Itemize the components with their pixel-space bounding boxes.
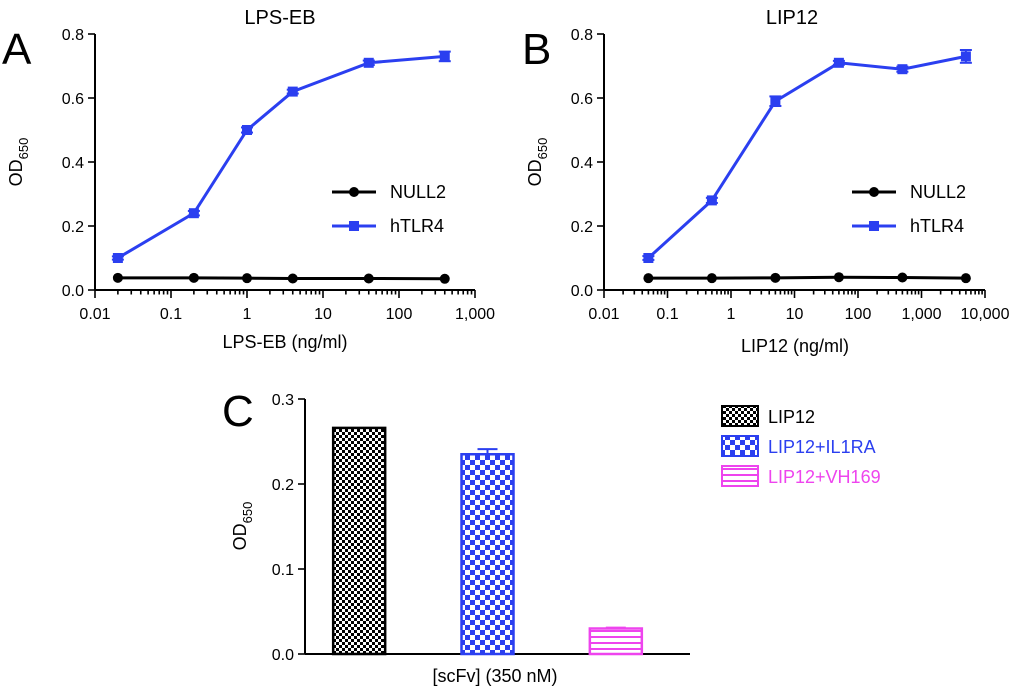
- panel-a-ylabel: OD650: [6, 138, 31, 187]
- panel-a-legend-marker: [349, 187, 359, 197]
- panel-a-x-tick-label: 0.01: [79, 306, 110, 323]
- panel-a-x-tick-label: 1,000: [455, 306, 495, 323]
- panel-b: B LIP12 OD650 LIP12 (ng/ml) 0.0 0.2 0.4 0.6…: [522, 7, 1010, 356]
- panel-a-title: LPS-EB: [244, 7, 315, 29]
- panel-a-point-null2: [363, 273, 374, 284]
- panel-c-bar-lip12-vh169: [588, 627, 644, 656]
- panel-b-point-htlr4: [833, 57, 844, 68]
- panel-a: A LPS-EB OD650 LPS-EB (ng/ml) 0.00.20.40…: [2, 7, 495, 352]
- panel-b-x-tick-label: 100: [845, 306, 872, 323]
- panel-a-point-null2: [188, 272, 199, 283]
- panel-b-point-htlr4: [897, 64, 908, 75]
- panel-c-legend-label: LIP12+IL1RA: [768, 437, 876, 457]
- panel-c-marks: [331, 426, 644, 656]
- panel-a-legend-label: NULL2: [390, 182, 446, 202]
- panel-b-series-htlr4-line: [647, 54, 967, 260]
- panel-b-axes: 0.0 0.2 0.4 0.6 0.8 0.01 0.1 1 10 100 1,000 10,000: [571, 27, 1010, 323]
- panel-c-bar-lip12-il1ra: [460, 453, 515, 656]
- panel-b-y-tick-label: 0.0: [571, 283, 593, 300]
- panel-a-legend-label: hTLR4: [390, 216, 444, 236]
- panel-b-point-null2: [706, 273, 717, 284]
- panel-a-x-tick-label: 1: [243, 306, 252, 323]
- panel-a-xlabel: LPS-EB (ng/ml): [222, 332, 347, 352]
- panel-c-ylabel: OD650: [230, 502, 255, 551]
- panel-a-legend-marker: [349, 221, 359, 231]
- panel-b-x-tick-label: 0.01: [588, 306, 619, 323]
- panel-b-point-htlr4: [960, 51, 971, 62]
- panel-c-y-tick-label: 0.3: [272, 392, 294, 409]
- panel-a-marks: [111, 50, 451, 284]
- panel-a-axes: 0.0 0.2 0.4 0.6 0.8 0.01 0.1 1 10 100 1,000: [62, 27, 495, 323]
- panel-c-legend: LIP12 LIP12+IL1RA LIP12+VH169: [721, 405, 881, 487]
- panel-b-y-tick-label: 0.8: [571, 27, 593, 44]
- panel-b-y-tick-label: 0.6: [571, 91, 593, 108]
- panel-b-xlabel: LIP12 (ng/ml): [741, 336, 849, 356]
- panel-b-point-htlr4: [770, 96, 781, 107]
- panel-letter-b: B: [522, 25, 551, 74]
- panel-c-y-tick-label: 0.1: [272, 562, 294, 579]
- panel-b-x-tick-label: 10,000: [961, 306, 1010, 323]
- panel-b-legend-marker: [869, 221, 879, 231]
- panel-a-series-null2-line: [117, 276, 445, 281]
- panel-a-point-null2: [112, 272, 123, 283]
- panel-a-point-htlr4: [363, 57, 374, 68]
- panel-c-legend-swatch: [721, 435, 759, 457]
- panel-c-legend-swatch: [721, 405, 759, 427]
- panel-b-x-tick-label: 0.1: [656, 306, 678, 323]
- panel-b-point-null2: [770, 272, 781, 283]
- panel-b-point-null2: [833, 272, 844, 283]
- panel-b-legend-marker: [869, 187, 879, 197]
- panel-a-y-tick-label: 0.4: [62, 155, 84, 172]
- panel-c-xlabel: [scFv] (350 nM): [432, 666, 557, 686]
- panel-a-point-null2: [242, 273, 252, 284]
- panel-b-series-null2-line: [648, 275, 966, 280]
- panel-a-y-tick-label: 0.0: [62, 283, 84, 300]
- panel-a-legend: NULL2 hTLR4: [332, 182, 446, 236]
- panel-a-y-tick-label: 0.2: [62, 219, 84, 236]
- panel-b-y-tick-label: 0.4: [571, 155, 593, 172]
- panel-b-point-null2: [960, 273, 971, 284]
- panel-a-point-htlr4: [242, 125, 252, 135]
- panel-a-point-null2: [439, 273, 450, 284]
- panel-b-x-tick-label: 1: [727, 306, 736, 323]
- panel-b-point-null2: [643, 273, 654, 284]
- panel-a-x-tick-label: 0.1: [160, 306, 182, 323]
- panel-b-point-htlr4: [706, 195, 717, 206]
- panel-a-y-tick-label: 0.6: [62, 91, 84, 108]
- panel-a-point-null2: [287, 273, 298, 284]
- panel-c-bar-lip12: [331, 426, 387, 656]
- panel-c-legend-label: LIP12+VH169: [768, 467, 881, 487]
- panel-a-y-tick-label: 0.8: [62, 27, 84, 44]
- panel-b-ylabel: OD650: [525, 138, 550, 187]
- panel-a-point-htlr4: [287, 86, 298, 97]
- panel-b-legend: NULL2 hTLR4: [852, 182, 966, 236]
- panel-c-y-tick-label: 0.0: [272, 647, 294, 664]
- panel-b-legend-label: NULL2: [910, 182, 966, 202]
- panel-letter-a: A: [2, 25, 32, 74]
- panel-a-x-tick-label: 100: [386, 306, 413, 323]
- panel-a-x-tick-label: 10: [314, 306, 332, 323]
- panel-b-title: LIP12: [766, 7, 818, 29]
- panel-b-x-tick-label: 10: [786, 306, 804, 323]
- panel-b-point-null2: [897, 272, 908, 283]
- panel-c: C OD650 [scFv] (350 nM) 0.0 0.1 0.2 0.3 LIP…: [222, 387, 881, 686]
- panel-b-marks: [642, 49, 972, 284]
- panel-b-point-htlr4: [643, 253, 654, 263]
- panel-a-point-htlr4: [439, 51, 450, 62]
- panel-c-legend-swatch: [721, 465, 759, 487]
- panel-a-series-htlr4-line: [117, 54, 445, 260]
- panel-c-axes: 0.0 0.1 0.2 0.3: [272, 392, 690, 664]
- panel-c-legend-label: LIP12: [768, 407, 815, 427]
- panel-a-point-htlr4: [112, 253, 123, 263]
- panel-c-y-tick-label: 0.2: [272, 477, 294, 494]
- panel-b-legend-label: hTLR4: [910, 216, 964, 236]
- panel-a-point-htlr4: [188, 208, 199, 219]
- panel-letter-c: C: [222, 387, 254, 436]
- panel-b-y-tick-label: 0.2: [571, 219, 593, 236]
- panel-b-x-tick-label: 1,000: [901, 306, 941, 323]
